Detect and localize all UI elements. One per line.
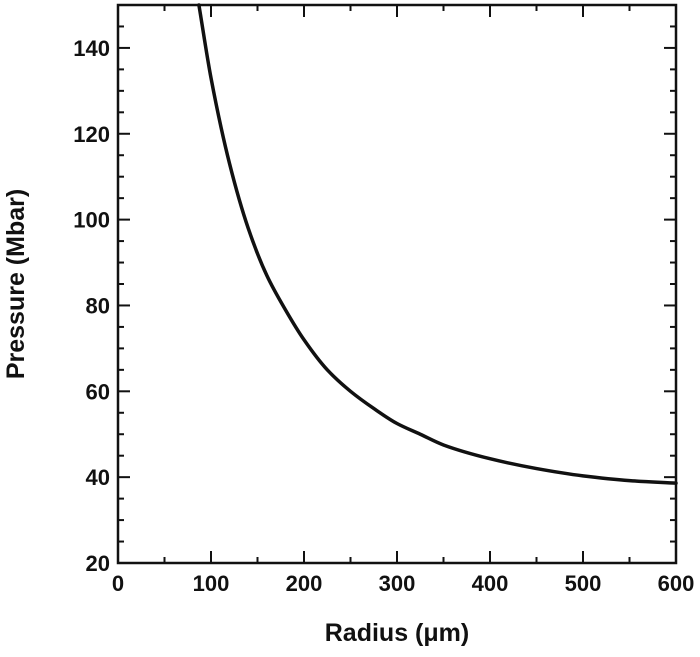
y-tick-label: 100 xyxy=(73,208,110,233)
y-axis-label: Pressure (Mbar) xyxy=(2,189,30,379)
y-tick-label: 140 xyxy=(73,36,110,61)
axis-tick-labels: 0 100 200 300 400 500 600 20 40 60 80 100 120 140 xyxy=(73,36,694,596)
y-tick-label: 20 xyxy=(86,551,110,576)
axis-ticks xyxy=(117,4,677,564)
y-tick-label: 60 xyxy=(86,379,110,404)
x-tick-label: 100 xyxy=(193,571,230,596)
x-tick-label: 400 xyxy=(472,571,509,596)
y-tick-label: 80 xyxy=(86,293,110,318)
x-tick-label: 500 xyxy=(565,571,602,596)
y-tick-label: 40 xyxy=(86,465,110,490)
x-tick-label: 300 xyxy=(379,571,416,596)
x-axis-label: Radius (μm) xyxy=(325,619,469,647)
x-tick-label: 0 xyxy=(112,571,124,596)
series-line-pressure xyxy=(197,3,678,485)
y-tick-label: 120 xyxy=(73,122,110,147)
plot-frame xyxy=(116,3,678,565)
x-tick-label: 600 xyxy=(658,571,695,596)
x-tick-label: 200 xyxy=(286,571,323,596)
